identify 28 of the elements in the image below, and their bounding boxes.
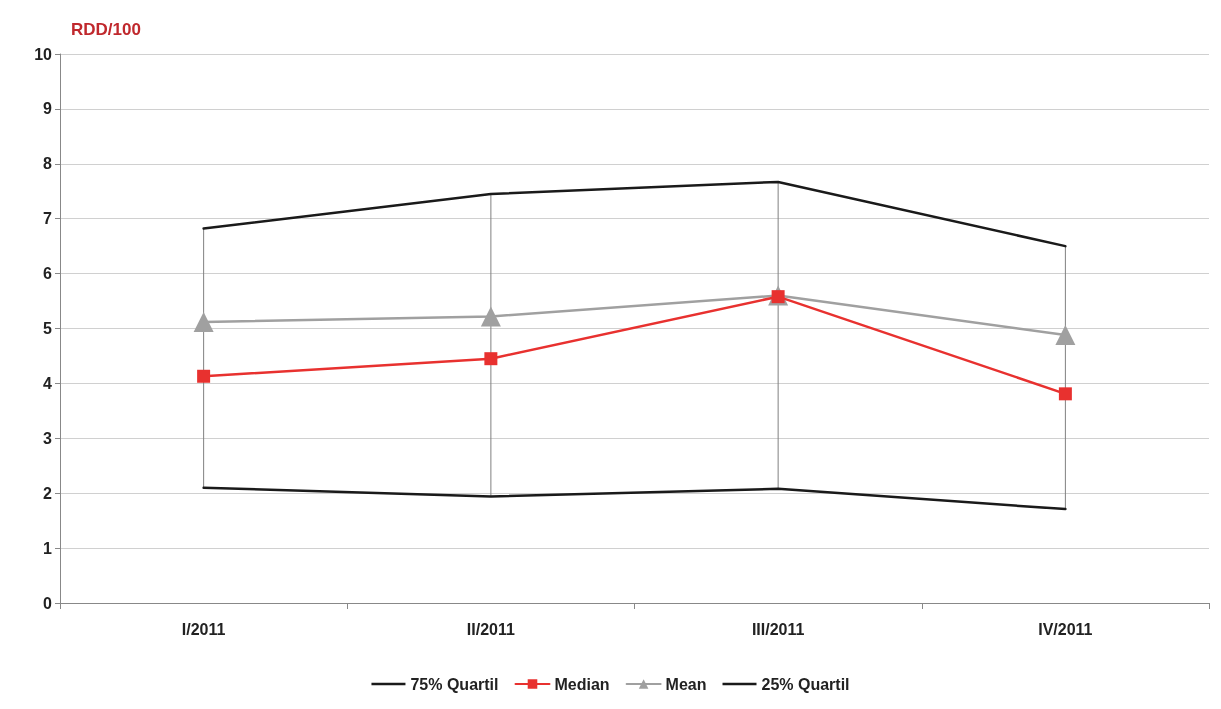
- point: [1058, 387, 1072, 401]
- x-tick-label: I/2011: [181, 620, 226, 638]
- y-tick-label: 10: [34, 45, 53, 63]
- x-tick-label: IV/2011: [1038, 620, 1093, 638]
- legend-label: 75% Quartil: [410, 675, 499, 693]
- y-tick-label: 3: [43, 429, 53, 447]
- x-tick-label: III/2011: [751, 620, 805, 638]
- legend-label: 25% Quartil: [761, 675, 850, 693]
- y-tick-label: 6: [43, 265, 53, 283]
- point: [193, 311, 214, 332]
- y-tick-label: 4: [43, 374, 53, 392]
- legend-label: Median: [554, 675, 610, 693]
- y-axis-title: RDD/100: [71, 20, 141, 39]
- y-tick-label: 0: [43, 594, 53, 612]
- point: [484, 352, 498, 366]
- point: [480, 306, 501, 327]
- point: [1055, 325, 1076, 346]
- y-tick-label: 9: [43, 100, 53, 118]
- legend-label: Mean: [665, 675, 707, 693]
- x-tick-label: II/2011: [466, 620, 515, 638]
- line-series: [202, 486, 1067, 511]
- y-tick-label: 5: [43, 320, 53, 337]
- y-tick-label: 1: [43, 539, 53, 557]
- line-series: [202, 180, 1067, 248]
- y-tick-label: 8: [43, 155, 53, 173]
- y-tick-label: 2: [43, 484, 53, 502]
- y-tick-label: 7: [43, 210, 53, 228]
- point: [197, 369, 211, 383]
